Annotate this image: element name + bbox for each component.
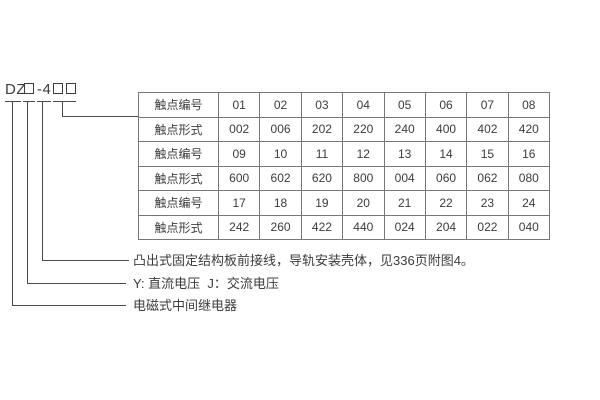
value-cell: 14	[424, 141, 468, 167]
value-cell: 422	[300, 214, 344, 240]
value-cell: 260	[259, 214, 302, 240]
value-cell: 15	[466, 141, 509, 167]
model-voltage-placeholder	[23, 81, 35, 102]
row-label-cell: 触点形式	[138, 165, 219, 191]
model-prefix-text: DZ	[5, 81, 26, 98]
value-cell: 002	[217, 116, 261, 142]
value-cell: 400	[424, 116, 468, 142]
callout-line-relay-type	[12, 101, 126, 306]
value-cell: 06	[424, 92, 468, 118]
row-label-cell: 触点形式	[138, 214, 219, 240]
value-cell: 12	[342, 141, 385, 167]
value-cell: 040	[507, 214, 551, 240]
callout-line-voltage	[27, 101, 126, 284]
value-cell: 11	[300, 141, 344, 167]
value-cell: 20	[342, 190, 385, 216]
value-cell: 13	[383, 141, 426, 167]
table-row: 触点形式 600 602 620 800 004 060 062 080	[138, 165, 551, 191]
callout-line-contact-table	[62, 101, 139, 117]
value-cell: 024	[383, 214, 426, 240]
value-cell: 18	[259, 190, 302, 216]
annotation-relay-type: 电磁式中间继电器	[133, 298, 238, 313]
annotation-mounting: 凸出式固定结构板前接线，导轨安装壳体，见336页附图4。	[133, 253, 474, 268]
callout-line-mounting	[42, 101, 129, 261]
value-cell: 202	[300, 116, 344, 142]
table-row: 触点编号 01 02 03 04 05 06 07 08	[138, 92, 551, 118]
value-cell: 09	[217, 141, 261, 167]
value-cell: 004	[383, 165, 426, 191]
row-label-cell: 触点形式	[138, 116, 219, 142]
value-cell: 600	[217, 165, 261, 191]
placeholder-box	[24, 83, 34, 94]
value-cell: 800	[342, 165, 385, 191]
table-row: 触点编号 09 10 11 12 13 14 15 16	[138, 141, 551, 167]
table-row: 触点编号 17 18 19 20 21 22 23 24	[138, 190, 551, 216]
table-row: 触点形式 242 260 422 440 024 204 022 040	[138, 214, 551, 240]
value-cell: 04	[342, 92, 385, 118]
value-cell: 220	[342, 116, 385, 142]
value-cell: 05	[383, 92, 426, 118]
value-cell: 080	[507, 165, 551, 191]
annotation-voltage: Y: 直流电压 J：交流电压	[133, 276, 279, 291]
table-row: 触点形式 002 006 202 220 240 400 402 420	[138, 116, 551, 142]
value-cell: 17	[217, 190, 261, 216]
value-cell: 420	[507, 116, 551, 142]
value-cell: 23	[466, 190, 509, 216]
value-cell: 242	[217, 214, 261, 240]
row-label-cell: 触点编号	[138, 92, 219, 118]
placeholder-box	[66, 83, 76, 94]
value-cell: 03	[300, 92, 344, 118]
value-cell: 006	[259, 116, 302, 142]
value-cell: 16	[507, 141, 551, 167]
value-cell: 240	[383, 116, 426, 142]
model-prefix: DZ	[5, 81, 26, 102]
value-cell: 602	[259, 165, 302, 191]
value-cell: 10	[259, 141, 302, 167]
contact-table: 触点编号 01 02 03 04 05 06 07 08 触点形式 002 00…	[138, 92, 551, 240]
row-label-cell: 触点编号	[138, 190, 219, 216]
row-label-cell: 触点编号	[138, 141, 219, 167]
value-cell: 620	[300, 165, 344, 191]
value-cell: 24	[507, 190, 551, 216]
value-cell: 08	[507, 92, 551, 118]
model-series: -4	[37, 81, 51, 102]
value-cell: 022	[466, 214, 509, 240]
value-cell: 01	[217, 92, 261, 118]
value-cell: 21	[383, 190, 426, 216]
value-cell: 02	[259, 92, 302, 118]
placeholder-box	[53, 83, 63, 94]
value-cell: 19	[300, 190, 344, 216]
value-cell: 402	[466, 116, 509, 142]
value-cell: 07	[466, 92, 509, 118]
value-cell: 440	[342, 214, 385, 240]
value-cell: 204	[424, 214, 468, 240]
model-series-text: -4	[37, 81, 52, 98]
value-cell: 060	[424, 165, 468, 191]
value-cell: 22	[424, 190, 468, 216]
value-cell: 062	[466, 165, 509, 191]
model-contact-placeholder	[53, 81, 76, 102]
